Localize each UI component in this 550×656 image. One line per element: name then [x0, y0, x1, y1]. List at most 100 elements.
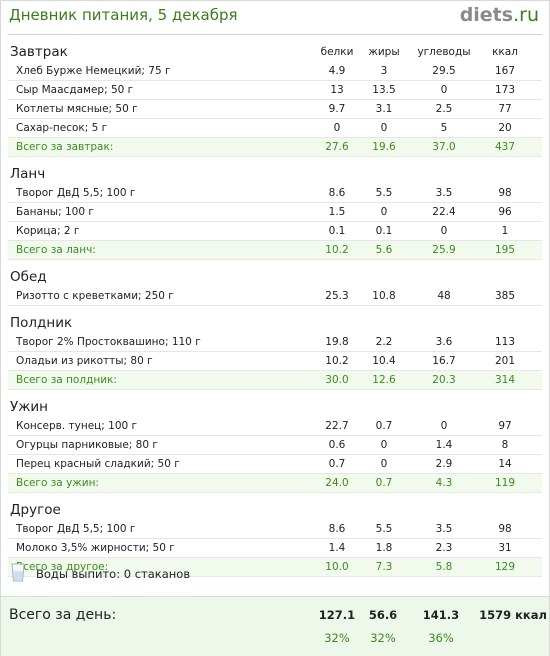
water-intake: Воды выпито: 0 стаканов	[11, 563, 411, 585]
food-fat: 3.1	[375, 103, 393, 115]
meal-total-carbs: 37.0	[432, 141, 456, 153]
column-header-carbs: углеводы	[417, 46, 471, 58]
food-fat: 0.1	[375, 225, 393, 237]
food-carbs: 48	[437, 290, 451, 302]
food-kcal: 385	[494, 290, 516, 302]
glass-icon	[11, 563, 25, 582]
food-protein: 19.8	[325, 336, 349, 348]
food-kcal: 1	[501, 225, 509, 237]
food-kcal: 97	[498, 420, 512, 432]
food-name: Огурцы парниковые; 80 г	[16, 439, 158, 451]
food-row[interactable]: Перец красный сладкий; 50 г 0.7 0 2.9 14	[8, 455, 542, 474]
food-row[interactable]: Хлеб Бурже Немецкий; 75 г 4.9 3 29.5 167	[8, 62, 542, 81]
food-name: Творог ДвД 5,5; 100 г	[16, 187, 136, 199]
food-fat: 0	[380, 206, 388, 218]
food-row[interactable]: Творог ДвД 5,5; 100 г 8.6 5.5 3.5 98	[8, 520, 542, 539]
meals-list: Завтрак белки жиры углеводы ккал Хлеб Бурже Н…	[8, 43, 542, 577]
meal-total-row: Всего за ланч: 10.2 5.6 25.9 195	[8, 241, 542, 260]
meal-total-fat: 19.6	[372, 141, 396, 153]
meal-total-row: Всего за другое: 10.0 7.3 5.8 129	[8, 558, 542, 577]
meal-total-label: Всего за завтрак:	[16, 141, 114, 153]
food-protein: 0.7	[328, 458, 346, 470]
food-protein: 0	[333, 122, 341, 134]
food-name: Оладьи из рикотты; 80 г	[16, 355, 153, 367]
food-fat: 13.5	[372, 84, 396, 96]
meal-total-protein: 10.0	[325, 561, 349, 573]
meal-title: Полдник	[10, 315, 73, 331]
day-percent-carbs: 36%	[428, 631, 454, 645]
food-carbs: 0	[440, 420, 448, 432]
food-kcal: 31	[498, 542, 512, 554]
food-carbs: 3.5	[435, 523, 453, 535]
food-kcal: 98	[498, 187, 512, 199]
column-header-kcal: ккал	[492, 46, 518, 58]
food-name: Хлеб Бурже Немецкий; 75 г	[16, 65, 171, 77]
food-carbs: 2.9	[435, 458, 453, 470]
meal-total-row: Всего за завтрак: 27.6 19.6 37.0 437	[8, 138, 542, 157]
meal-header: Обед	[8, 268, 542, 287]
food-protein: 1.5	[328, 206, 346, 218]
food-name: Сыр Маасдамер; 50 г	[16, 84, 134, 96]
meal-total-protein: 24.0	[325, 477, 349, 489]
meal-title: Ланч	[10, 166, 46, 182]
food-name: Бананы; 100 г	[16, 206, 94, 218]
food-row[interactable]: Молоко 3,5% жирности; 50 г 1.4 1.8 2.3 31	[8, 539, 542, 558]
meal-total-fat: 0.7	[375, 477, 393, 489]
meal-total-protein: 27.6	[325, 141, 349, 153]
food-kcal: 113	[494, 336, 516, 348]
food-row[interactable]: Творог 2% Простоквашино; 110 г 19.8 2.2 3.6…	[8, 333, 542, 352]
food-row[interactable]: Огурцы парниковые; 80 г 0.6 0 1.4 8	[8, 436, 542, 455]
food-carbs: 1.4	[435, 439, 453, 451]
food-protein: 4.9	[328, 65, 346, 77]
food-row[interactable]: Бананы; 100 г 1.5 0 22.4 96	[8, 203, 542, 222]
food-carbs: 29.5	[432, 65, 456, 77]
food-protein: 25.3	[325, 290, 349, 302]
food-protein: 13	[330, 84, 344, 96]
meal-total-label: Всего за полдник:	[16, 374, 117, 386]
food-row[interactable]: Консерв. тунец; 100 г 22.7 0.7 0 97	[8, 417, 542, 436]
food-kcal: 96	[498, 206, 512, 218]
meal-total-carbs: 4.3	[435, 477, 453, 489]
food-row[interactable]: Корица; 2 г 0.1 0.1 0 1	[8, 222, 542, 241]
food-carbs: 2.3	[435, 542, 453, 554]
food-protein: 1.4	[328, 542, 346, 554]
meal-title: Обед	[10, 269, 47, 285]
page-title: Дневник питания, 5 декабря	[9, 6, 238, 24]
food-fat: 3	[380, 65, 388, 77]
food-fat: 0	[380, 458, 388, 470]
food-kcal: 98	[498, 523, 512, 535]
meal-total-row: Всего за полдник: 30.0 12.6 20.3 314	[8, 371, 542, 390]
food-protein: 0.6	[328, 439, 346, 451]
food-row[interactable]: Ризотто с креветками; 250 г 25.3 10.8 48 385	[8, 287, 542, 306]
meal-total-carbs: 20.3	[432, 374, 456, 386]
food-name: Консерв. тунец; 100 г	[16, 420, 138, 432]
day-percent-fat: 32%	[370, 631, 396, 645]
food-fat: 0.7	[375, 420, 393, 432]
food-kcal: 8	[501, 439, 509, 451]
meal-spacer	[8, 306, 542, 314]
food-fat: 10.8	[372, 290, 396, 302]
food-fat: 0	[380, 439, 388, 451]
food-name: Творог ДвД 5,5; 100 г	[16, 523, 136, 535]
meal-header: Ланч	[8, 165, 542, 184]
meal-total-kcal: 437	[494, 141, 516, 153]
food-carbs: 0	[440, 225, 448, 237]
food-fat: 10.4	[372, 355, 396, 367]
food-protein: 22.7	[325, 420, 349, 432]
food-kcal: 167	[494, 65, 516, 77]
food-row[interactable]: Сыр Маасдамер; 50 г 13 13.5 0 173	[8, 81, 542, 100]
food-fat: 0	[380, 122, 388, 134]
food-row[interactable]: Котлеты мясные; 50 г 9.7 3.1 2.5 77	[8, 100, 542, 119]
day-total-label: Всего за день:	[9, 607, 117, 623]
food-protein: 10.2	[325, 355, 349, 367]
header-divider	[8, 34, 542, 35]
logo-tld: .ru	[513, 4, 539, 26]
food-row[interactable]: Творог ДвД 5,5; 100 г 8.6 5.5 3.5 98	[8, 184, 542, 203]
food-row[interactable]: Сахар-песок; 5 г 0 0 5 20	[8, 119, 542, 138]
site-logo[interactable]: diets.ru	[460, 4, 539, 26]
food-kcal: 201	[494, 355, 516, 367]
food-row[interactable]: Оладьи из рикотты; 80 г 10.2 10.4 16.7 201	[8, 352, 542, 371]
meal-header: Полдник	[8, 314, 542, 333]
food-carbs: 22.4	[432, 206, 456, 218]
food-name: Ризотто с креветками; 250 г	[16, 290, 174, 302]
